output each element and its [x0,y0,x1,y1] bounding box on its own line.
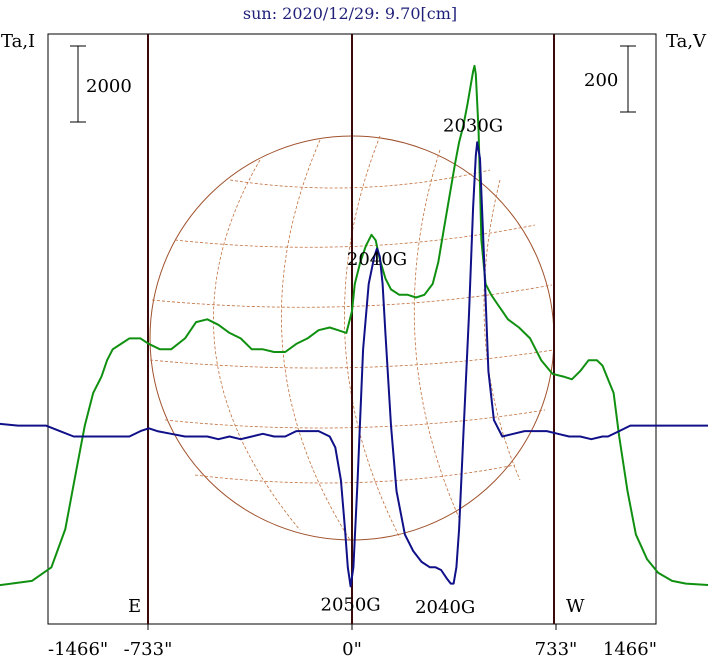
annotation-layer: 2030G 2040G 2050G 2040G [321,116,504,619]
annotation-label-3: 2040G [415,597,475,618]
solar-disk-parallels [149,169,554,484]
series-line-0 [0,64,708,587]
left-scale-bar-label: 2000 [86,76,132,97]
left-scale-bar: 2000 [70,45,132,123]
series-line-1 [0,141,708,588]
left-axis-label: Ta,I [1,31,35,52]
limb-label-west: W [566,596,585,617]
right-scale-bar: 200 [584,45,636,113]
limb-markers: E W [128,34,585,624]
solar-disk-meridians [213,135,521,541]
x-tick-label-3: 733" [535,639,578,660]
series-layer [0,64,708,588]
x-tick-label-2: 0" [342,639,362,660]
annotation-label-1: 2040G [347,249,407,270]
x-axis-ticks: -1466" -733" 0" 733" 1466" [48,624,657,660]
annotation-label-0: 2030G [443,116,503,137]
x-tick-label-1: -733" [124,639,173,660]
limb-label-east: E [128,596,141,617]
right-axis-label: Ta,V [666,31,707,52]
x-tick-label-0: -1466" [48,639,108,660]
right-scale-bar-label: 200 [584,70,618,91]
chart-title: sun: 2020/12/29: 9.70[cm] [243,4,457,23]
x-tick-label-4: 1466" [603,639,657,660]
annotation-label-2: 2050G [321,594,381,615]
